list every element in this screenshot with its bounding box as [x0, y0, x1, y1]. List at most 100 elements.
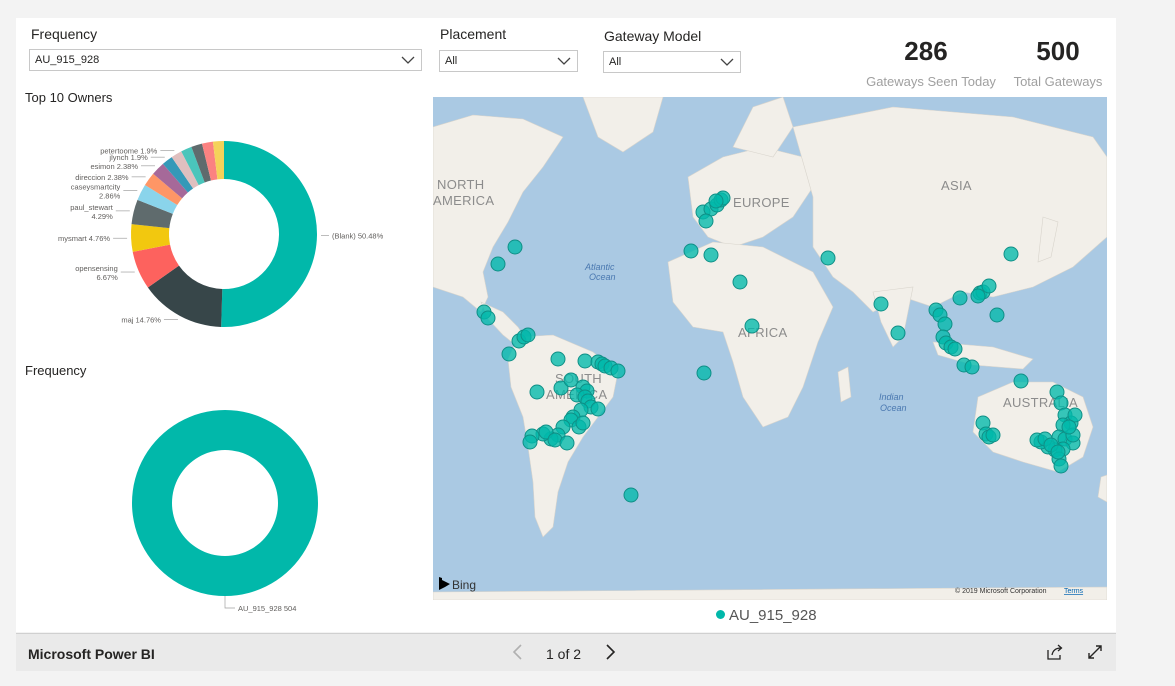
- owner-slice-opensensing[interactable]: [132, 244, 179, 288]
- gateway-model-slicer-label: Gateway Model: [604, 28, 702, 44]
- owner-slice-direccion[interactable]: [144, 173, 183, 206]
- owner-slice-petertoome[interactable]: [171, 151, 199, 189]
- gateway-marker[interactable]: [501, 346, 517, 362]
- owner-data-label: opensensing 6.67%: [75, 264, 118, 282]
- gateway-marker[interactable]: [952, 290, 968, 306]
- map-terms-link[interactable]: Terms: [1064, 588, 1084, 595]
- gateway-marker[interactable]: [732, 274, 748, 290]
- gateway-map[interactable]: NORTH AMERICA EUROPE ASIA AFRICA SOUTH A…: [433, 97, 1107, 600]
- scandinavia-land: [732, 97, 794, 158]
- gateway-marker[interactable]: [520, 327, 536, 343]
- gateway-marker[interactable]: [820, 250, 836, 266]
- bing-logo: Bing: [439, 577, 476, 592]
- next-page-icon[interactable]: [600, 642, 620, 662]
- total-gateways-value: 500: [1036, 36, 1080, 66]
- frequency-slice-AU_915_928[interactable]: [131, 410, 318, 596]
- gateway-marker[interactable]: [1061, 419, 1077, 435]
- gateway-marker[interactable]: [708, 193, 724, 209]
- land-masses: [433, 97, 1107, 600]
- madagascar-land: [837, 366, 852, 403]
- owner-slice-jlynch[interactable]: [162, 157, 194, 193]
- owner-slice-other-12[interactable]: [202, 141, 218, 181]
- gateway-marker[interactable]: [529, 384, 545, 400]
- gateway-marker[interactable]: [703, 247, 719, 263]
- gateways-seen-today-label: Gateways Seen Today: [866, 74, 996, 89]
- brand-label: Microsoft Power BI: [28, 646, 155, 662]
- greenland-land: [582, 97, 664, 153]
- gateway-marker[interactable]: [989, 307, 1005, 323]
- owner-data-label: direccion 2.38%: [75, 173, 129, 182]
- report-canvas: Frequency AU_915_928 Placement All Gatew…: [16, 18, 1116, 632]
- placement-slicer-label: Placement: [440, 26, 507, 42]
- gateway-marker[interactable]: [698, 213, 714, 229]
- gateway-model-dropdown[interactable]: All: [603, 51, 741, 73]
- gateway-markers: [476, 190, 1083, 503]
- frequency-dropdown[interactable]: AU_915_928: [29, 49, 422, 71]
- gateway-marker[interactable]: [490, 256, 506, 272]
- fullscreen-icon[interactable]: [1085, 642, 1105, 662]
- previous-page-icon[interactable]: [508, 642, 528, 662]
- owner-slice-other-13[interactable]: [212, 141, 224, 180]
- gateway-marker[interactable]: [683, 243, 699, 259]
- gateway-marker[interactable]: [563, 372, 579, 388]
- frequency-dropdown-value: AU_915_928: [35, 54, 100, 66]
- owner-slice-other-11[interactable]: [191, 143, 211, 183]
- owner-slice-mysmart[interactable]: [131, 224, 171, 252]
- map-label-asia: ASIA: [941, 178, 972, 193]
- frequency-leader-line: [224, 596, 235, 609]
- gateway-marker[interactable]: [970, 288, 986, 304]
- top-owners-donut-chart[interactable]: (Blank) 50.48% maj 14.76% opensensing 6.67%…: [16, 110, 426, 340]
- owner-slice-other-10[interactable]: [181, 146, 205, 186]
- gateway-marker[interactable]: [1067, 407, 1083, 423]
- gateway-marker[interactable]: [985, 427, 1001, 443]
- owner-data-label: petertoome 1.9%: [100, 147, 157, 156]
- placement-dropdown[interactable]: All: [439, 50, 578, 72]
- map-legend[interactable]: AU_915_928: [716, 607, 817, 624]
- gateway-marker[interactable]: [590, 401, 606, 417]
- gateway-marker[interactable]: [964, 359, 980, 375]
- share-icon[interactable]: [1045, 642, 1065, 662]
- gateway-marker[interactable]: [610, 363, 626, 379]
- powerbi-footer: Microsoft Power BI 1 of 2: [16, 633, 1116, 671]
- gateway-marker[interactable]: [577, 353, 593, 369]
- gateway-marker[interactable]: [744, 318, 760, 334]
- owner-slice-maj[interactable]: [147, 265, 223, 327]
- gateway-marker[interactable]: [890, 325, 906, 341]
- new-zealand-land: [1097, 474, 1107, 503]
- gateway-marker[interactable]: [873, 296, 889, 312]
- gateway-marker[interactable]: [623, 487, 639, 503]
- gateway-marker[interactable]: [1003, 246, 1019, 262]
- gateway-marker[interactable]: [1013, 373, 1029, 389]
- map-label-europe: EUROPE: [733, 195, 790, 210]
- gateway-marker[interactable]: [696, 365, 712, 381]
- gateway-marker[interactable]: [947, 341, 963, 357]
- japan-land: [1037, 216, 1059, 263]
- bing-text: Bing: [452, 578, 476, 592]
- owner-data-label: jlynch 1.9%: [108, 153, 148, 162]
- gateway-marker[interactable]: [1053, 458, 1069, 474]
- owner-slice-caseysmartcity[interactable]: [137, 184, 178, 214]
- gateway-marker[interactable]: [937, 316, 953, 332]
- gateway-marker[interactable]: [522, 434, 538, 450]
- africa-land: [667, 241, 834, 428]
- map-label-indian-1: Indian: [879, 392, 904, 402]
- gateway-marker[interactable]: [559, 435, 575, 451]
- owner-slice-paul_stewart[interactable]: [131, 199, 173, 229]
- total-gateways-label: Total Gateways: [1013, 74, 1103, 89]
- owner-slice-(Blank)[interactable]: [221, 141, 318, 327]
- owner-data-label: paul_stewart 4.29%: [70, 203, 113, 221]
- gateway-marker[interactable]: [480, 310, 496, 326]
- gateway-marker[interactable]: [981, 278, 997, 294]
- gateway-marker[interactable]: [550, 351, 566, 367]
- legend-label: AU_915_928: [729, 607, 817, 624]
- map-label-north-america-2: AMERICA: [433, 193, 494, 208]
- frequency-data-label: AU_915_928 504: [238, 604, 296, 613]
- gateway-marker[interactable]: [575, 415, 591, 431]
- owner-slice-esimon[interactable]: [153, 163, 188, 199]
- gateway-marker[interactable]: [507, 239, 523, 255]
- frequency-donut-chart[interactable]: AU_915_928 504: [16, 388, 426, 623]
- gateway-marker[interactable]: [1050, 444, 1066, 460]
- gateway-marker[interactable]: [553, 380, 569, 396]
- gateway-model-dropdown-value: All: [609, 56, 622, 68]
- owner-data-label: mysmart 4.76%: [58, 234, 110, 243]
